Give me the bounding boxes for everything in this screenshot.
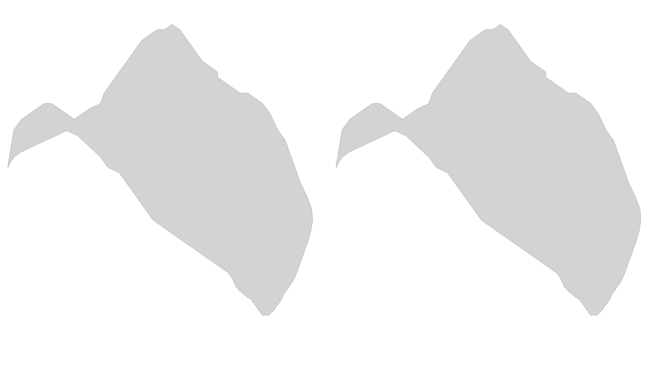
Polygon shape: [336, 25, 640, 315]
Polygon shape: [8, 25, 312, 315]
